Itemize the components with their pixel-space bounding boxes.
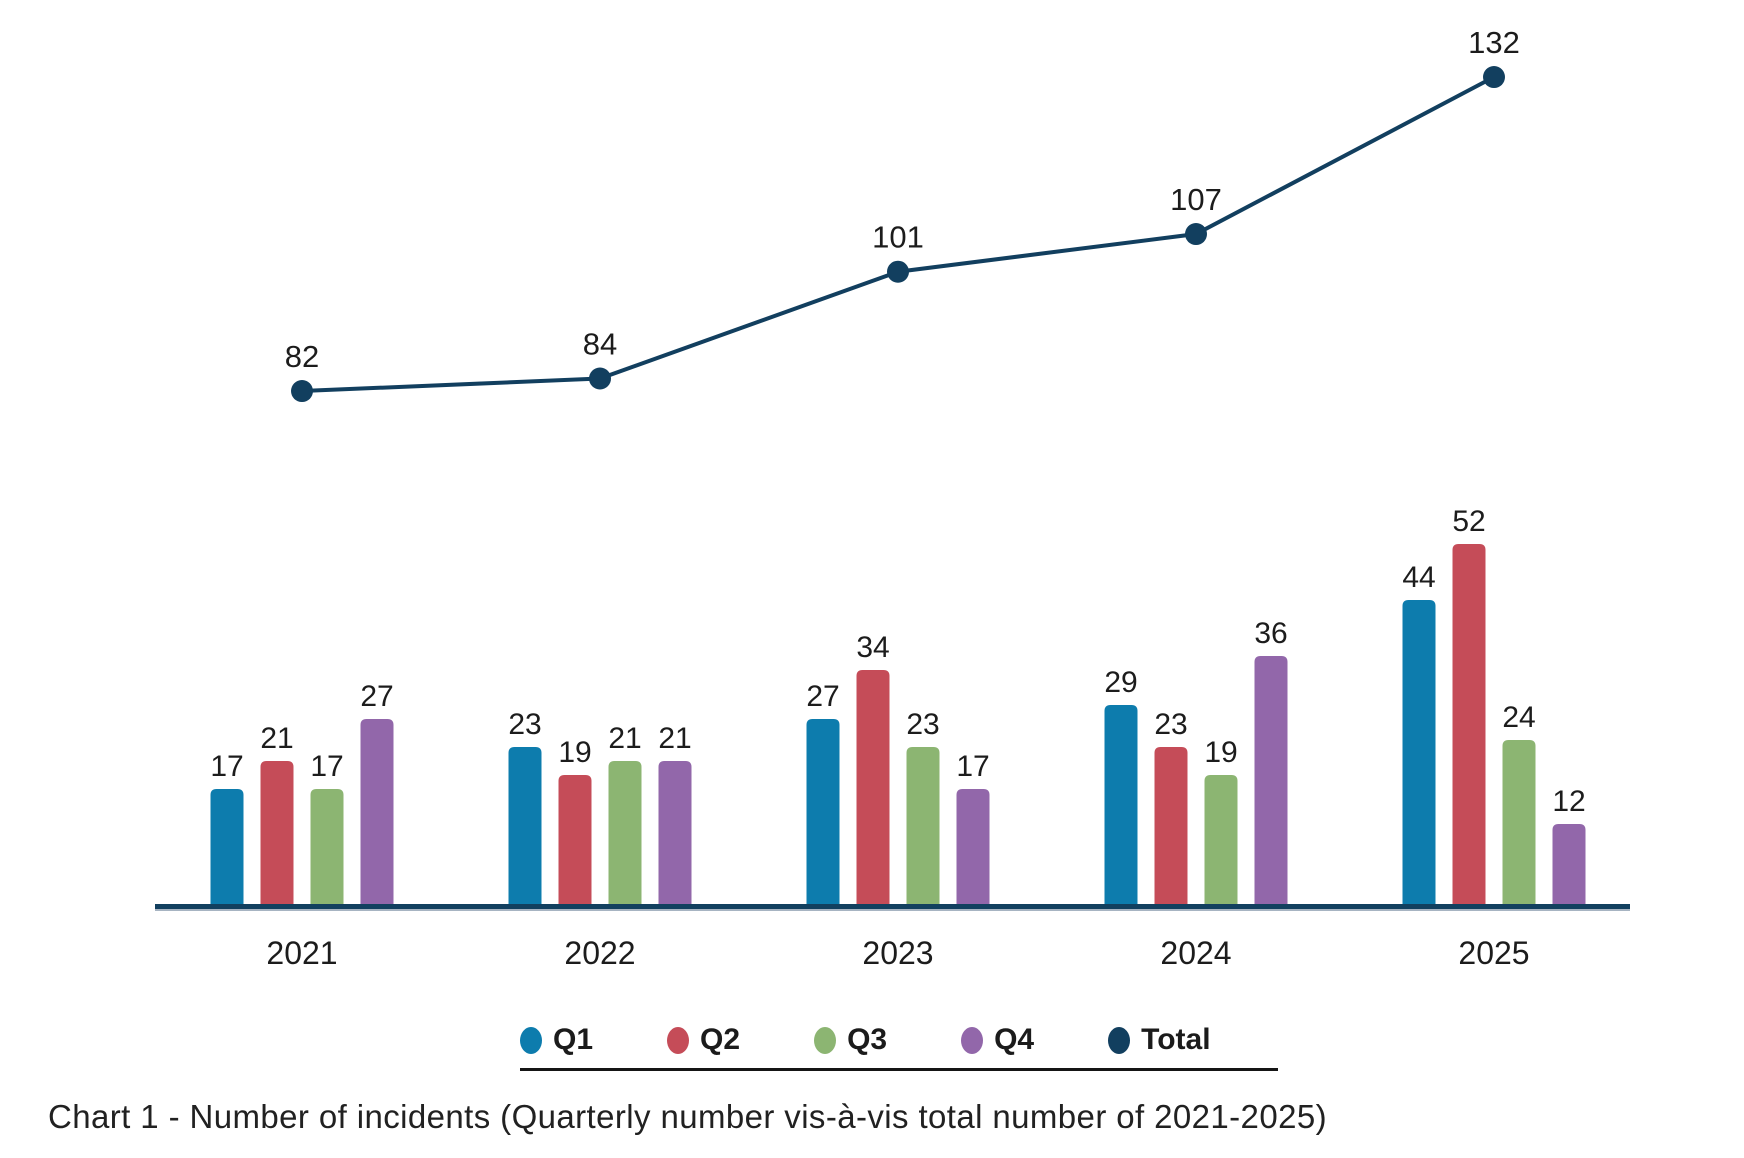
bar-value-label: 34 [856, 631, 889, 664]
legend-item-q4: Q4 [961, 1023, 1034, 1057]
legend-underline [520, 1068, 1278, 1071]
bar-value-label: 23 [1154, 708, 1187, 741]
legend-label-q2: Q2 [700, 1023, 741, 1056]
bar-q2-2024 [1154, 747, 1188, 908]
total-value-label: 84 [583, 326, 617, 361]
bar-value-label: 27 [360, 680, 393, 713]
bar-q3-2024 [1204, 775, 1238, 908]
legend-label-q1: Q1 [553, 1023, 594, 1056]
bar-q1-2024 [1104, 705, 1138, 908]
legend-marker-q4-icon [961, 1026, 984, 1054]
x-axis-label-2025: 2025 [1458, 935, 1529, 971]
bar-q2-2025 [1452, 544, 1486, 908]
bar-value-label: 44 [1402, 561, 1435, 594]
bar-value-label: 23 [906, 708, 939, 741]
legend-marker-q1-icon [520, 1026, 542, 1054]
bar-value-label: 17 [956, 750, 989, 783]
bar-value-label: 23 [508, 708, 541, 741]
bar-value-label: 12 [1552, 785, 1585, 818]
legend-item-q1: Q1 [520, 1023, 593, 1057]
bar-value-label: 17 [310, 750, 343, 783]
bar-value-label: 21 [658, 722, 691, 755]
total-value-label: 107 [1170, 182, 1222, 217]
bar-q2-2021 [260, 761, 294, 908]
total-value-label: 132 [1468, 25, 1520, 60]
legend-label-q4: Q4 [994, 1023, 1035, 1056]
bar-q2-2023 [856, 670, 890, 908]
bar-q2-2022 [558, 775, 592, 908]
bar-q4-2024 [1254, 656, 1288, 908]
bar-q4-2021 [360, 719, 394, 908]
chart-legend: Q1 Q2 Q3 Q4 Total [520, 1022, 1211, 1058]
total-value-label: 101 [872, 220, 924, 255]
bar-q4-2022 [658, 761, 692, 908]
legend-item-q3: Q3 [814, 1023, 887, 1057]
bar-value-label: 36 [1254, 617, 1287, 650]
total-point-2025 [1483, 66, 1505, 89]
chart-caption: Chart 1 - Number of incidents (Quarterly… [48, 1098, 1327, 1135]
legend-label-total: Total [1141, 1023, 1211, 1056]
bar-q3-2022 [608, 761, 642, 908]
total-value-label: 82 [285, 339, 319, 374]
bar-q1-2023 [806, 719, 840, 908]
bar-q1-2022 [508, 747, 542, 908]
bar-q1-2025 [1402, 600, 1436, 908]
total-point-2024 [1185, 223, 1207, 246]
bar-q3-2021 [310, 789, 344, 908]
total-point-2021 [291, 380, 313, 403]
x-axis-label-2024: 2024 [1160, 935, 1231, 971]
legend-item-q2: Q2 [667, 1023, 740, 1057]
legend-marker-q2-icon [667, 1026, 690, 1054]
bar-value-label: 29 [1104, 666, 1137, 699]
legend-marker-total-icon [1108, 1026, 1131, 1054]
bar-value-label: 24 [1502, 701, 1535, 734]
x-axis-label-2023: 2023 [862, 935, 933, 971]
legend-label-q3: Q3 [847, 1023, 888, 1056]
x-axis-label-2022: 2022 [564, 935, 635, 971]
bar-q4-2025 [1552, 824, 1586, 908]
bar-q3-2023 [906, 747, 940, 908]
bar-q4-2023 [956, 789, 990, 908]
bar-value-label: 21 [260, 722, 293, 755]
bar-value-label: 21 [608, 722, 641, 755]
bar-value-label: 27 [806, 680, 839, 713]
legend-item-total: Total [1108, 1023, 1211, 1057]
bar-q1-2021 [210, 789, 244, 908]
total-point-2022 [589, 367, 611, 390]
legend-marker-q3-icon [814, 1026, 837, 1054]
x-axis-label-2021: 2021 [266, 935, 337, 971]
bar-value-label: 19 [1204, 736, 1237, 769]
total-point-2023 [887, 260, 909, 283]
x-axis-shadow [155, 909, 1630, 911]
bar-q3-2025 [1502, 740, 1536, 908]
x-axis-line [155, 904, 1630, 909]
bar-value-label: 17 [210, 750, 243, 783]
bar-value-label: 52 [1452, 505, 1485, 538]
bar-value-label: 19 [558, 736, 591, 769]
